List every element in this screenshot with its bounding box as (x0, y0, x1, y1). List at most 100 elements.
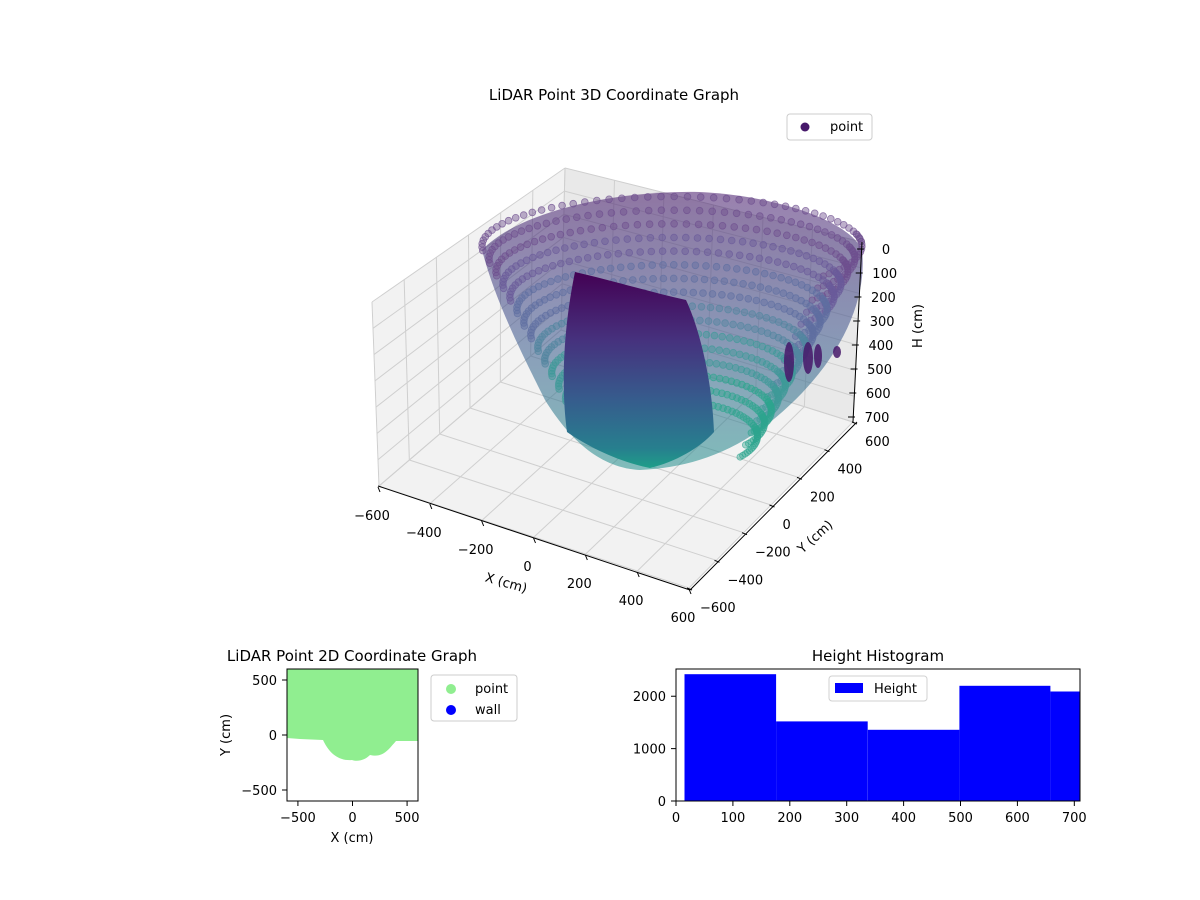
point-marker (688, 302, 697, 311)
chart-3d: LiDAR Point 3D Coordinate Graph −600 −600… (354, 86, 926, 626)
point-marker (752, 225, 761, 234)
point-marker (774, 333, 783, 342)
grid-line (468, 234, 471, 409)
point-marker (769, 242, 777, 251)
y-tick-label: 600 (865, 435, 890, 450)
point-marker (795, 249, 803, 258)
point-marker (699, 289, 707, 297)
x-tick-label-2d: 0 (348, 811, 356, 826)
point-marker (540, 280, 549, 288)
point-marker (718, 290, 726, 299)
chart-2d: LiDAR Point 2D Coordinate Graph −500 0 500… (219, 647, 518, 846)
point-marker (744, 210, 753, 219)
legend-3d-label: point (830, 120, 863, 135)
point-marker (554, 275, 562, 283)
point-marker (719, 404, 727, 413)
point-marker (709, 193, 718, 202)
point-marker (773, 258, 782, 266)
point-marker (533, 222, 542, 230)
y-tick (769, 504, 775, 508)
axes-2d: −500 0 500 500 0 −500 (241, 674, 419, 826)
point-marker (725, 362, 734, 371)
grid-line (372, 190, 565, 329)
point-marker (729, 320, 737, 329)
point-marker (733, 335, 741, 344)
point-marker (762, 360, 771, 368)
point-marker (744, 294, 753, 303)
point-marker (659, 274, 668, 283)
grid-line (403, 279, 410, 461)
point-marker (683, 192, 692, 201)
point-marker (827, 231, 836, 239)
point-marker (593, 252, 602, 261)
y-tick-label: 0 (783, 518, 791, 533)
point-marker (732, 307, 741, 315)
point-marker (670, 220, 678, 228)
point-marker (537, 206, 546, 214)
histogram-bar (867, 729, 960, 801)
point-marker (531, 320, 540, 328)
point-marker (778, 244, 786, 253)
point-marker (546, 293, 554, 302)
point-marker (813, 225, 822, 234)
point-marker (696, 316, 704, 325)
point-marker (609, 222, 618, 231)
x-tick-label: 400 (619, 594, 644, 609)
point-marker (528, 208, 537, 217)
legend-2d-label-point: point (475, 682, 508, 697)
point-marker (738, 237, 747, 246)
point-marker (552, 290, 561, 299)
point-marker (763, 227, 771, 236)
point-marker (763, 329, 772, 338)
point-marker (727, 236, 736, 245)
point-marker (669, 260, 678, 269)
x-tick (481, 520, 485, 527)
point-marker (625, 248, 633, 257)
point-marker (552, 217, 560, 225)
point-marker (616, 263, 625, 272)
chart-3d-title: LiDAR Point 3D Coordinate Graph (489, 86, 739, 104)
point-marker (623, 235, 632, 243)
point-marker (658, 233, 666, 242)
point-marker (826, 215, 835, 223)
point-marker (833, 218, 842, 226)
point-marker (764, 256, 773, 264)
point-marker (802, 299, 810, 308)
point-marker (525, 224, 533, 233)
point-marker (693, 234, 702, 242)
point-marker (791, 233, 800, 242)
point-marker (706, 303, 715, 312)
x-tick-label-histogram: 500 (948, 811, 973, 826)
point-marker (580, 240, 588, 249)
y-tick-label-2d: −500 (241, 784, 277, 799)
grid-line (371, 167, 566, 303)
point-marker (735, 251, 744, 260)
point-marker (595, 210, 604, 218)
point-marker (521, 291, 529, 299)
point-marker (741, 224, 750, 233)
point-marker (540, 354, 549, 362)
histogram-bars (684, 674, 1080, 801)
point-marker (774, 302, 782, 311)
point-marker (857, 237, 865, 246)
point-marker (759, 198, 767, 207)
point-marker (850, 250, 858, 258)
histogram-bar (1050, 691, 1080, 801)
point-marker (722, 194, 731, 203)
point-marker (755, 254, 764, 263)
point-marker (722, 347, 731, 356)
point-marker (587, 267, 596, 276)
point-marker (598, 223, 607, 232)
y-tick (824, 449, 830, 453)
point-marker (762, 313, 771, 322)
x-tick-label-histogram: 0 (672, 811, 680, 826)
grid-line (371, 301, 380, 487)
point-marker (523, 240, 531, 249)
z-axis-label: H (cm) (911, 304, 926, 348)
x-tick-label-2d: −500 (280, 811, 316, 826)
point-marker (690, 275, 699, 283)
point-marker (809, 254, 818, 263)
plot-frame-histogram (675, 668, 1081, 802)
point-marker (749, 239, 757, 248)
point-marker (782, 260, 790, 269)
